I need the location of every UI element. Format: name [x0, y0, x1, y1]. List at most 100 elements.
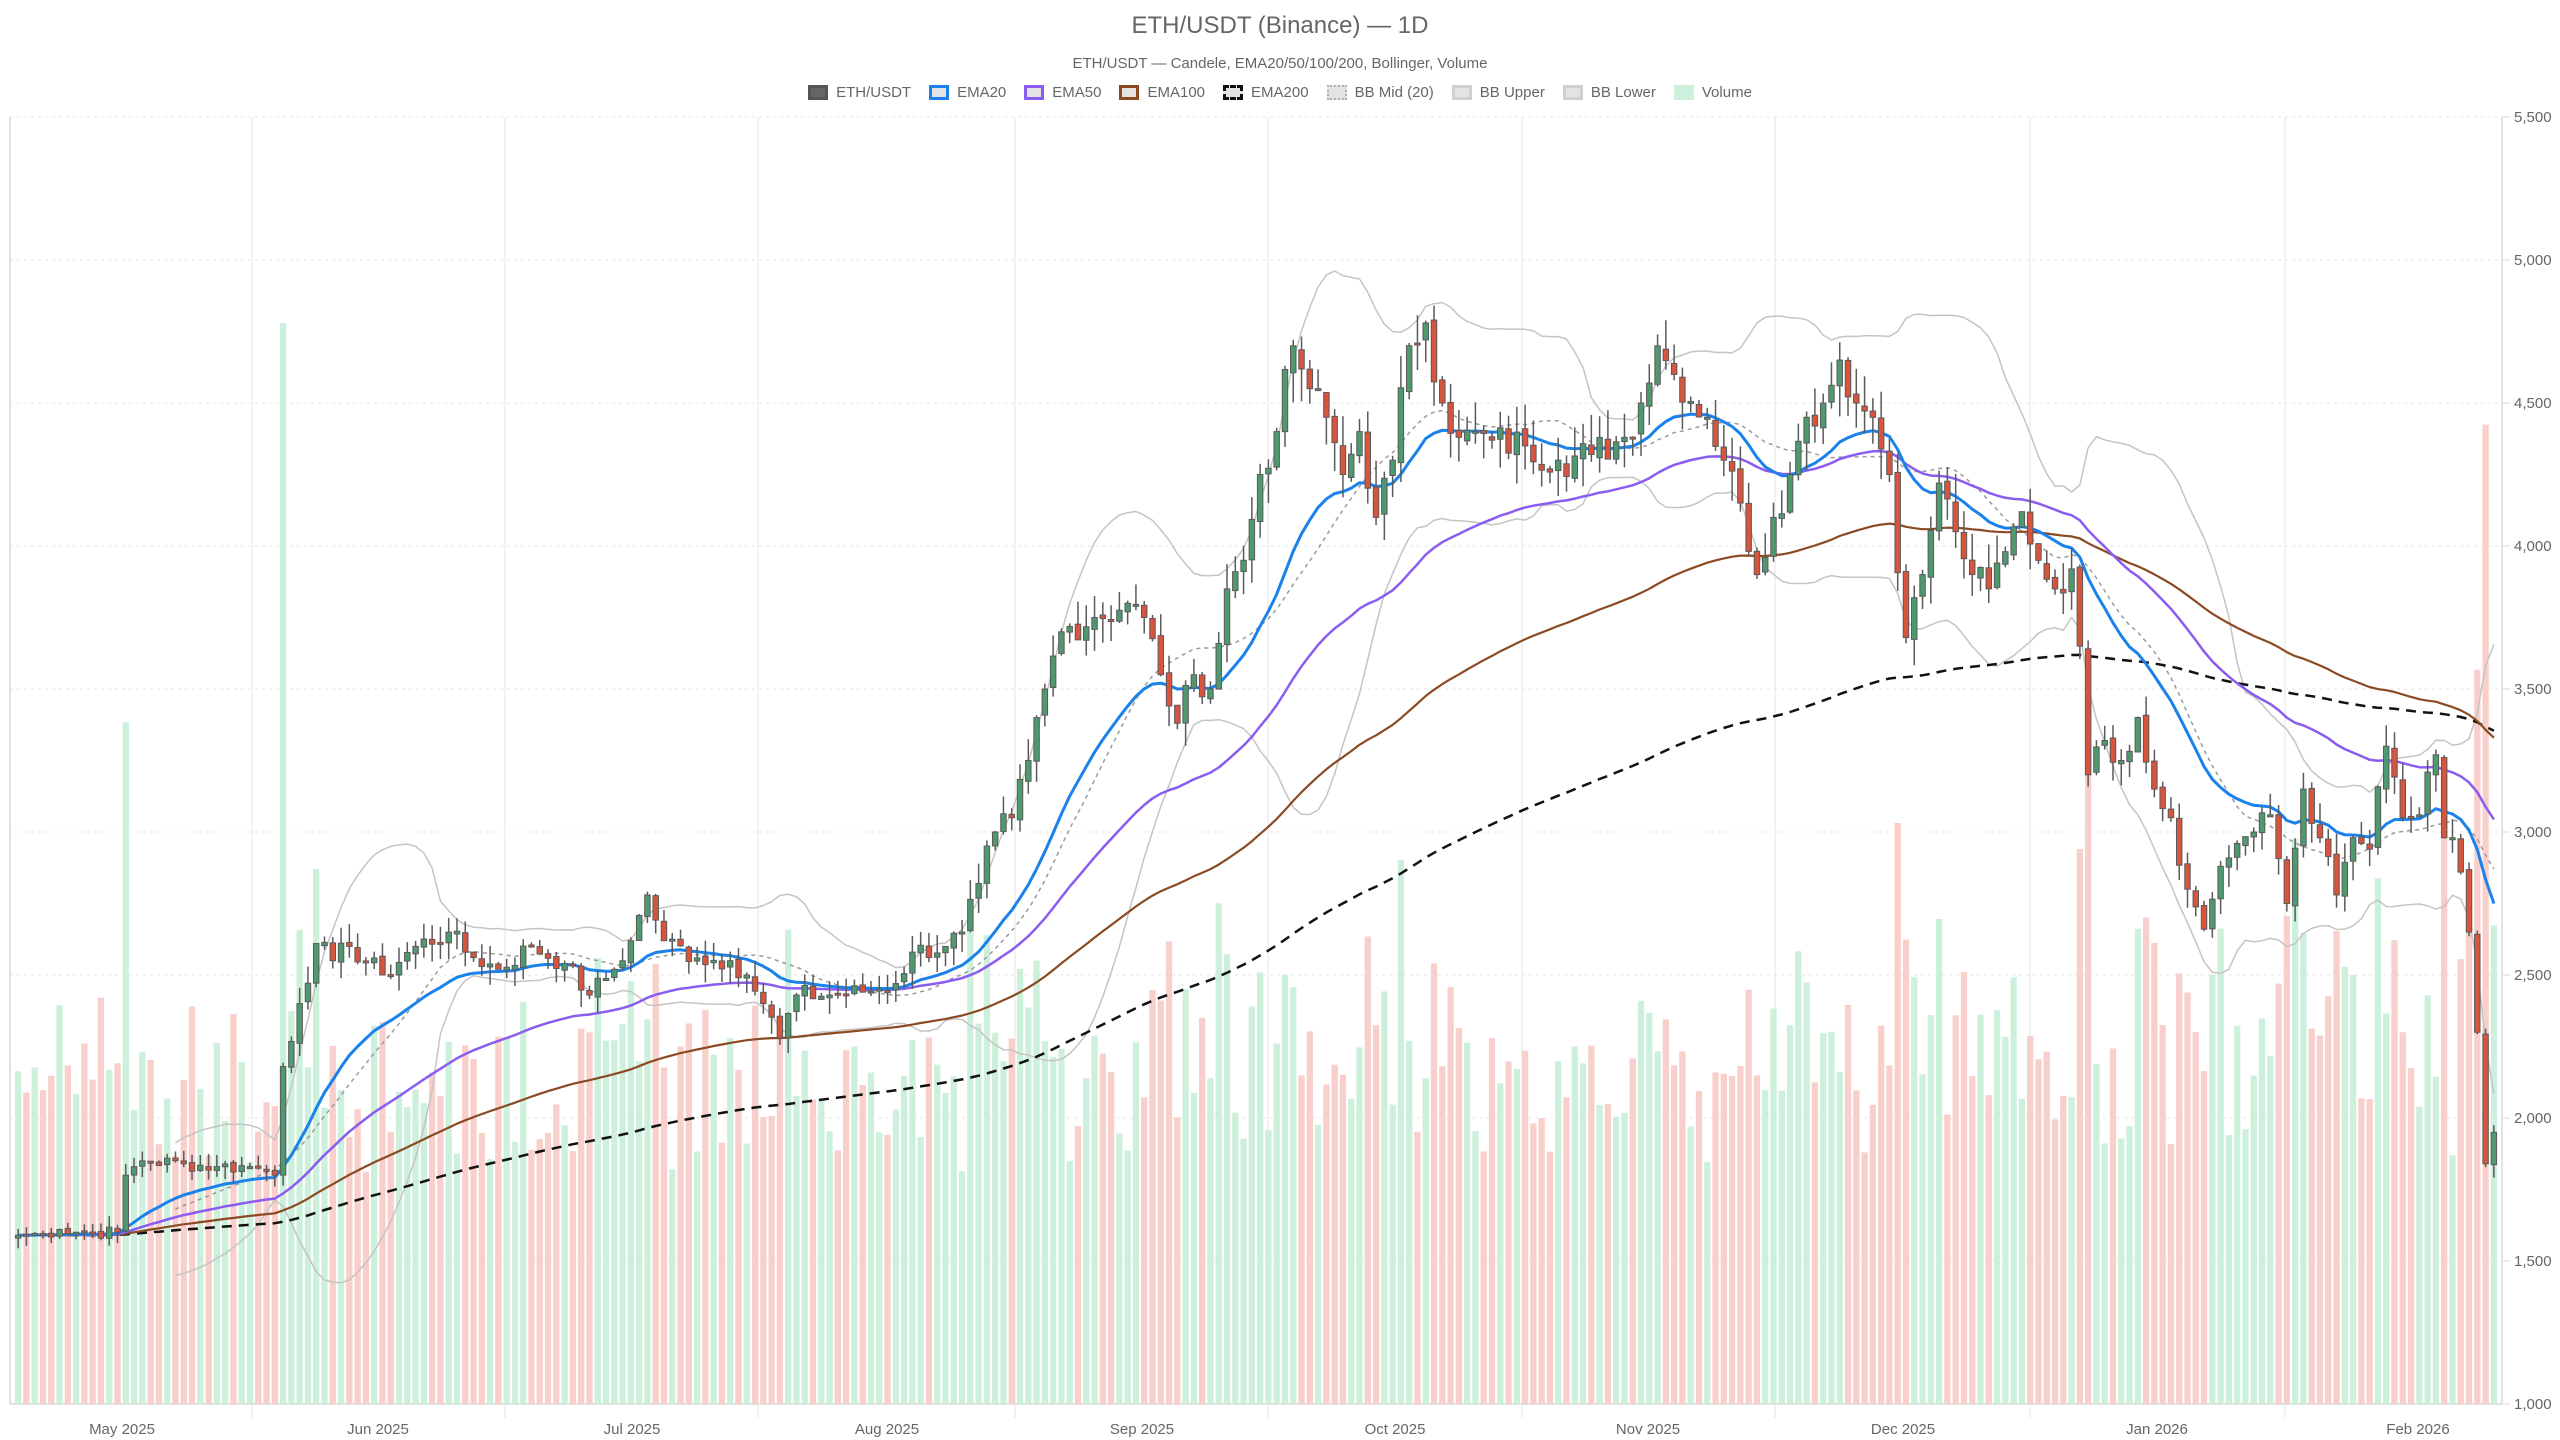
candle[interactable]: [288, 1040, 295, 1068]
candle[interactable]: [1786, 474, 1794, 513]
candle[interactable]: [1273, 431, 1280, 468]
candle[interactable]: [1033, 717, 1040, 762]
candle[interactable]: [2225, 857, 2233, 868]
candle[interactable]: [702, 955, 709, 966]
candle[interactable]: [1993, 562, 2001, 588]
candle[interactable]: [1290, 345, 1297, 374]
candle[interactable]: [2333, 853, 2340, 896]
candle[interactable]: [933, 952, 941, 958]
candle[interactable]: [2416, 814, 2423, 818]
candle[interactable]: [1745, 502, 1752, 552]
candle[interactable]: [801, 985, 808, 997]
candle[interactable]: [238, 1165, 245, 1172]
candle[interactable]: [48, 1232, 55, 1238]
candle[interactable]: [1306, 368, 1314, 390]
candle[interactable]: [2341, 861, 2349, 897]
candle[interactable]: [876, 988, 883, 992]
candle[interactable]: [1968, 559, 1976, 576]
candle[interactable]: [1902, 570, 1910, 639]
candle[interactable]: [1670, 362, 1678, 375]
candle[interactable]: [1381, 477, 1388, 515]
candle[interactable]: [1977, 566, 1984, 579]
candle[interactable]: [346, 941, 353, 947]
candle[interactable]: [2209, 898, 2216, 930]
candle[interactable]: [1886, 450, 1893, 475]
candle[interactable]: [884, 990, 891, 994]
candle[interactable]: [188, 1162, 196, 1172]
candle[interactable]: [2283, 859, 2291, 904]
candle[interactable]: [2391, 747, 2398, 778]
candle[interactable]: [536, 946, 544, 955]
candle[interactable]: [2151, 760, 2158, 790]
candle[interactable]: [147, 1160, 154, 1164]
candle[interactable]: [1505, 428, 1512, 454]
candle[interactable]: [1439, 379, 1446, 404]
candle[interactable]: [395, 961, 403, 976]
candle[interactable]: [726, 960, 734, 968]
candle[interactable]: [1372, 486, 1380, 518]
legend-item-ema20[interactable]: EMA20: [929, 84, 1006, 101]
candle[interactable]: [1265, 467, 1272, 475]
candle[interactable]: [1215, 642, 1222, 690]
candle[interactable]: [428, 938, 436, 945]
candle[interactable]: [1099, 614, 1107, 620]
candle[interactable]: [470, 951, 477, 959]
candle[interactable]: [1174, 704, 1181, 724]
candle[interactable]: [1919, 574, 1926, 597]
candle[interactable]: [1182, 684, 1189, 724]
candle[interactable]: [1894, 471, 1901, 574]
candle[interactable]: [321, 941, 328, 947]
candle[interactable]: [1256, 474, 1264, 522]
candle[interactable]: [1422, 322, 1429, 341]
candle[interactable]: [205, 1166, 212, 1171]
candle[interactable]: [909, 951, 916, 974]
candle[interactable]: [2465, 869, 2473, 933]
candle[interactable]: [619, 960, 626, 969]
candle[interactable]: [370, 957, 378, 964]
candle[interactable]: [1298, 349, 1305, 370]
legend-item-ethusdt[interactable]: ETH/USDT: [808, 84, 911, 101]
candle[interactable]: [1000, 813, 1007, 832]
candle[interactable]: [2233, 842, 2241, 858]
candle[interactable]: [1232, 571, 1239, 592]
candle[interactable]: [594, 977, 601, 998]
candle[interactable]: [1695, 403, 1703, 418]
candle[interactable]: [1074, 623, 1082, 641]
candle[interactable]: [2490, 1131, 2498, 1166]
candle[interactable]: [958, 931, 966, 935]
candle[interactable]: [180, 1160, 187, 1165]
candle[interactable]: [818, 995, 825, 1000]
candle[interactable]: [544, 953, 552, 959]
candle[interactable]: [23, 1233, 30, 1237]
candle[interactable]: [130, 1166, 138, 1176]
candle[interactable]: [1761, 557, 1769, 573]
legend-item-ema100[interactable]: EMA100: [1119, 84, 1205, 101]
candle[interactable]: [586, 990, 593, 996]
candle[interactable]: [2142, 714, 2150, 763]
candle[interactable]: [1952, 501, 1959, 533]
candle[interactable]: [478, 958, 486, 968]
candle[interactable]: [2093, 746, 2100, 773]
candle[interactable]: [635, 914, 643, 942]
candle[interactable]: [1480, 429, 1487, 434]
candle[interactable]: [768, 1004, 775, 1018]
candle[interactable]: [602, 977, 610, 981]
candle[interactable]: [2358, 836, 2365, 844]
candle[interactable]: [304, 982, 312, 1003]
candle[interactable]: [917, 944, 924, 954]
candle[interactable]: [39, 1232, 47, 1236]
candle[interactable]: [1041, 688, 1049, 716]
candle[interactable]: [1637, 402, 1645, 435]
candle[interactable]: [942, 945, 949, 954]
candle[interactable]: [669, 938, 676, 942]
candle[interactable]: [2374, 786, 2382, 848]
candle[interactable]: [1107, 619, 1115, 623]
candle[interactable]: [1704, 416, 1711, 420]
candle[interactable]: [354, 947, 361, 963]
candle[interactable]: [2267, 814, 2274, 818]
candle[interactable]: [362, 960, 370, 964]
candle[interactable]: [644, 894, 651, 917]
candle[interactable]: [2043, 563, 2050, 580]
candle[interactable]: [1066, 625, 1073, 633]
